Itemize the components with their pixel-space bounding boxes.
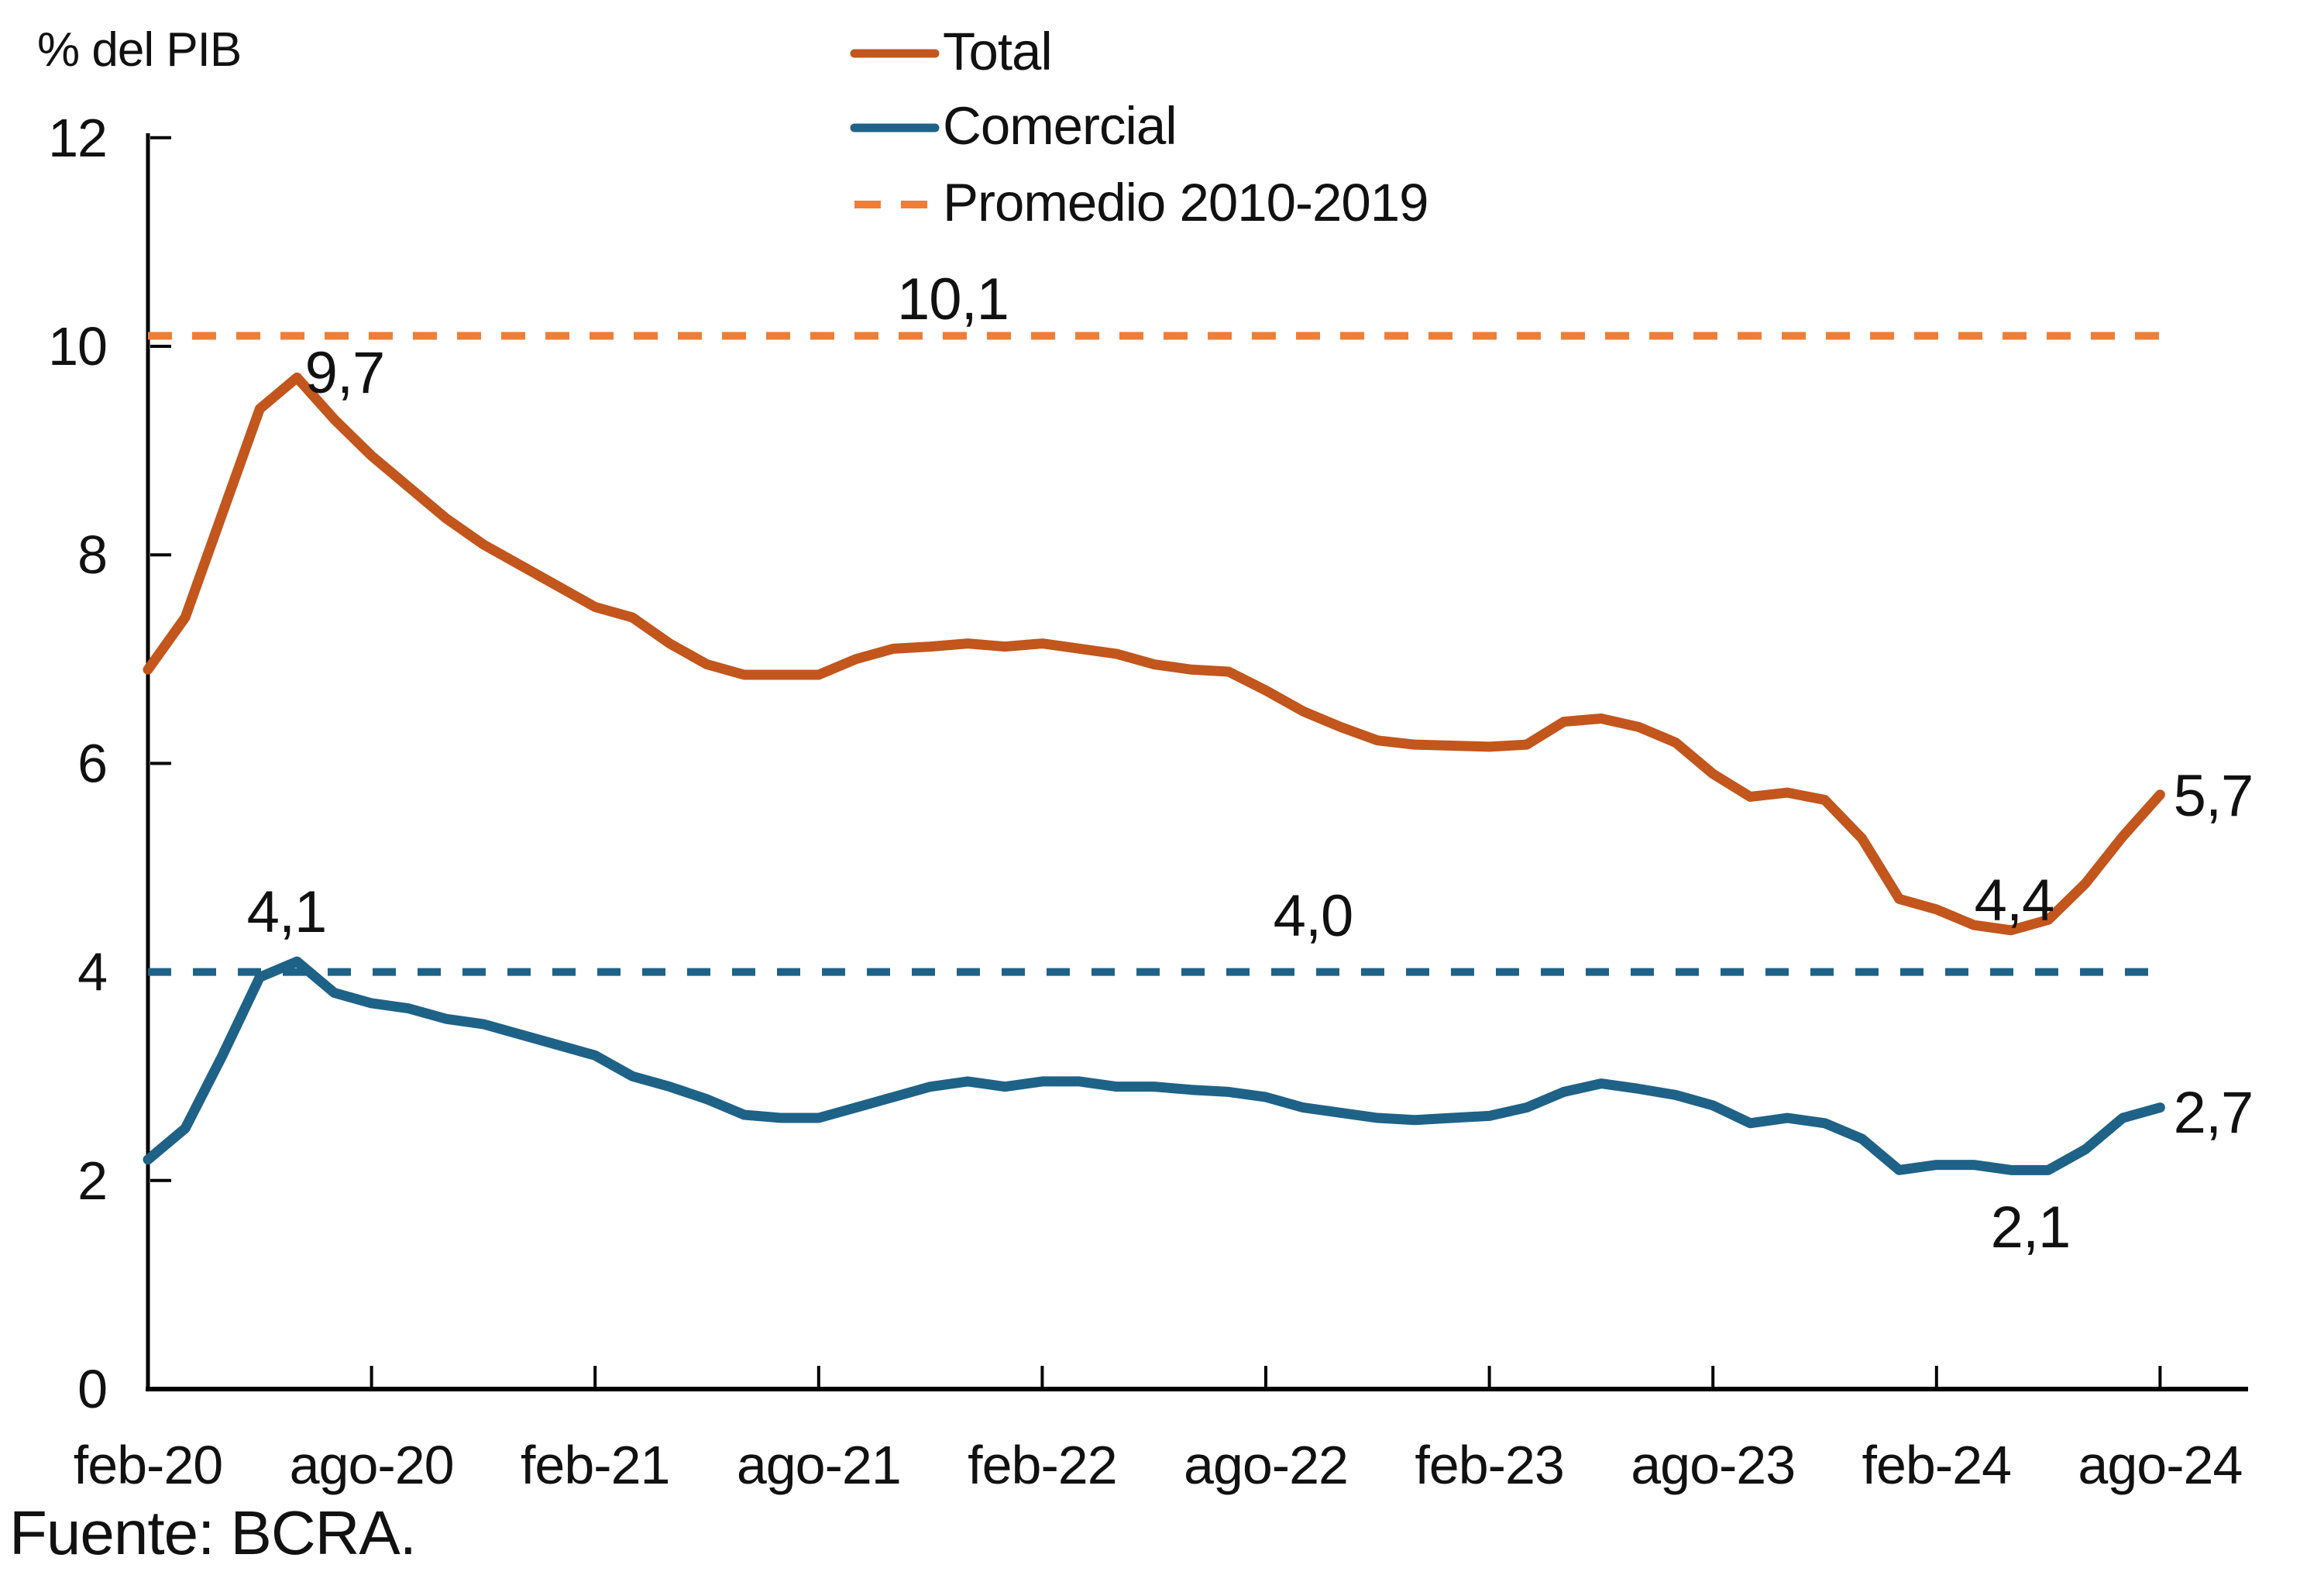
series-total-line bbox=[143, 372, 2165, 936]
x-tick-label-ago-20: ago-20 bbox=[290, 1435, 454, 1495]
y-axis-unit-label: % del PIB bbox=[37, 23, 241, 77]
x-tick-label-ago-23: ago-23 bbox=[1631, 1435, 1795, 1495]
series-comercial-line bbox=[143, 956, 2165, 1175]
y-tick-label-4: 4 bbox=[77, 942, 107, 1002]
x-tick-label-feb-21: feb-21 bbox=[521, 1435, 669, 1495]
annotation-4,0: 4,0 bbox=[1274, 883, 1353, 949]
annotation-10,1: 10,1 bbox=[897, 267, 1009, 332]
axes bbox=[146, 133, 2248, 1391]
x-tick-label-ago-22: ago-22 bbox=[1184, 1435, 1348, 1495]
x-tick-label-feb-23: feb-23 bbox=[1415, 1435, 1563, 1495]
annotation-9,7: 9,7 bbox=[305, 340, 385, 406]
x-axis-ticks bbox=[370, 1366, 2162, 1387]
legend-label-comercial: Comercial bbox=[943, 96, 1177, 156]
y-tick-label-10: 10 bbox=[48, 316, 107, 377]
x-tick-label-ago-24: ago-24 bbox=[2078, 1435, 2242, 1495]
x-tick-label-ago-21: ago-21 bbox=[737, 1435, 901, 1495]
annotation-2,7: 2,7 bbox=[2174, 1080, 2254, 1146]
value-annotations: 9,7 10,1 4,4 5,7 4,1 4,0 2,1 2,7 bbox=[247, 267, 2254, 1260]
y-tick-label-12: 12 bbox=[48, 108, 107, 168]
x-tick-label-feb-24: feb-24 bbox=[1862, 1435, 2011, 1495]
annotation-5,7: 5,7 bbox=[2174, 763, 2254, 829]
legend: Total Comercial Promedio 2010-2019 bbox=[850, 22, 1428, 232]
source-note: Fuente: BCRA. bbox=[9, 1498, 416, 1567]
annotation-4,1: 4,1 bbox=[247, 879, 327, 945]
y-axis-tick-labels: 0 2 4 6 8 10 12 bbox=[48, 108, 108, 1419]
x-tick-label-feb-20: feb-20 bbox=[74, 1435, 222, 1495]
annotation-4,4: 4,4 bbox=[1975, 868, 2054, 934]
y-tick-label-8: 8 bbox=[77, 524, 107, 585]
y-tick-label-6: 6 bbox=[77, 733, 107, 793]
legend-label-total: Total bbox=[943, 22, 1052, 81]
y-tick-label-2: 2 bbox=[77, 1150, 107, 1211]
annotation-2,1: 2,1 bbox=[1991, 1195, 2071, 1260]
x-tick-label-feb-22: feb-22 bbox=[968, 1435, 1116, 1495]
legend-label-promedio: Promedio 2010-2019 bbox=[943, 173, 1428, 232]
y-tick-label-0: 0 bbox=[77, 1359, 107, 1419]
x-axis-tick-labels: feb-20 ago-20 feb-21 ago-21 feb-22 ago-22 feb-… bbox=[74, 1435, 2243, 1495]
